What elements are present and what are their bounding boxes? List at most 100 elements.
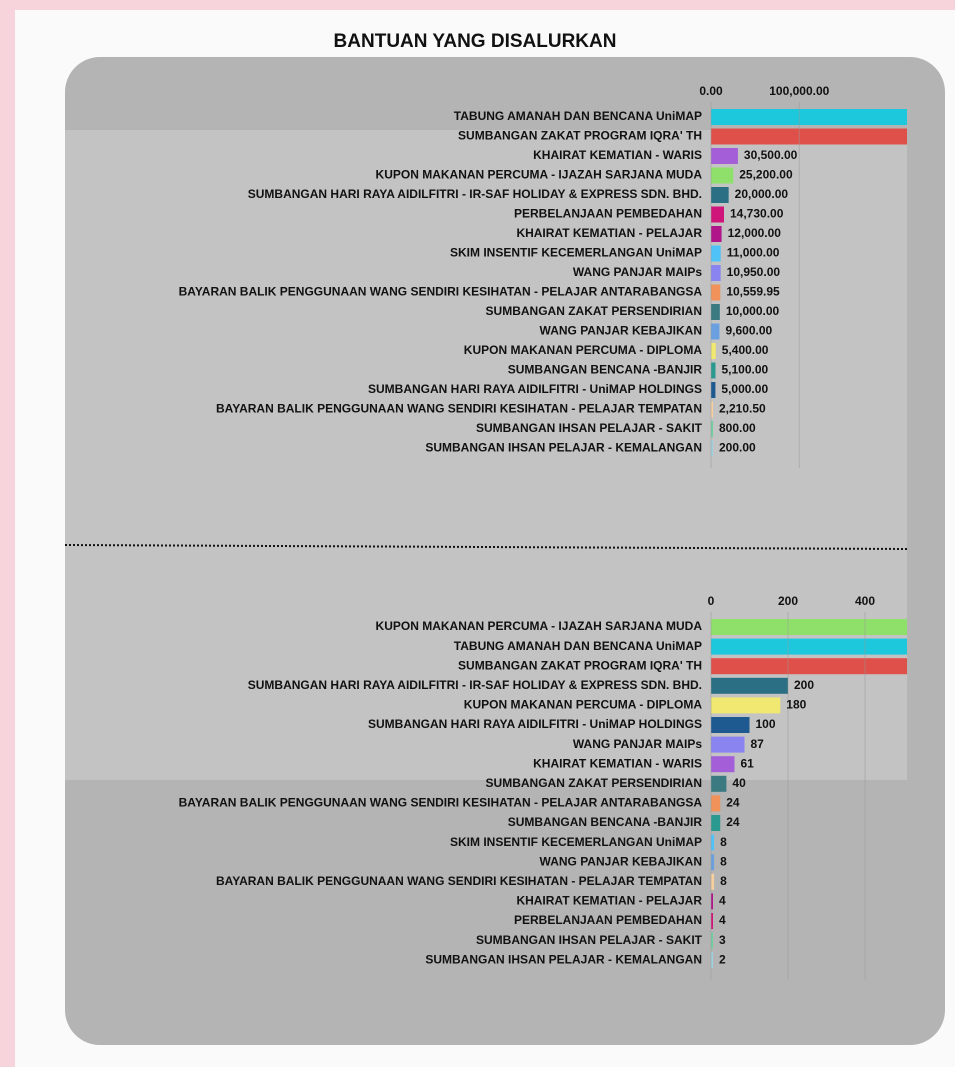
bar [711, 658, 907, 675]
x-tick-label: 0 [708, 594, 715, 608]
category-label: SUMBANGAN HARI RAYA AIDILFITRI - UniMAP … [368, 382, 702, 396]
bar [711, 893, 713, 910]
category-label: WANG PANJAR KEBAJIKAN [540, 854, 702, 868]
value-label: 61 [740, 756, 754, 770]
category-label: SKIM INSENTIF KECEMERLANGAN UniMAP [450, 246, 702, 260]
value-label: 800.00 [719, 421, 756, 435]
category-label: BAYARAN BALIK PENGGUNAAN WANG SENDIRI KE… [216, 402, 702, 416]
category-label: KHAIRAT KEMATIAN - WARIS [533, 756, 702, 770]
bar [711, 736, 745, 753]
chart-title: BANTUAN YANG DISALURKAN [334, 31, 617, 52]
value-label: 24 [726, 815, 740, 829]
category-label: SUMBANGAN BENCANA -BANJIR [508, 815, 703, 829]
bar [711, 148, 738, 164]
bar [711, 677, 789, 694]
value-label: 4 [719, 913, 726, 927]
category-label: KHAIRAT KEMATIAN - PELAJAR [516, 226, 702, 240]
category-label: BAYARAN BALIK PENGGUNAAN WANG SENDIRI KE… [179, 796, 703, 810]
category-label: SUMBANGAN ZAKAT PERSENDIRIAN [486, 304, 702, 318]
value-label: 2 [719, 952, 726, 966]
category-label: BAYARAN BALIK PENGGUNAAN WANG SENDIRI KE… [179, 285, 703, 299]
category-label: KHAIRAT KEMATIAN - WARIS [533, 148, 702, 162]
bar [711, 265, 721, 281]
bar [711, 697, 781, 714]
value-label: 30,500.00 [744, 148, 798, 162]
bar [711, 854, 715, 871]
bar [711, 284, 721, 301]
category-label: SUMBANGAN HARI RAYA AIDILFITRI - IR-SAF … [248, 187, 702, 201]
value-label: 2,210.50 [719, 402, 766, 416]
bar [711, 932, 713, 949]
value-label: 40 [732, 776, 746, 790]
category-label: SUMBANGAN IHSAN PELAJAR - SAKIT [476, 933, 703, 947]
bar [711, 952, 713, 969]
category-label: KUPON MAKANAN PERCUMA - DIPLOMA [464, 343, 703, 357]
x-tick-label: 0.00 [699, 84, 723, 98]
category-label: WANG PANJAR MAIPs [573, 265, 702, 279]
value-label: 25,200.00 [739, 168, 793, 182]
category-label: SUMBANGAN HARI RAYA AIDILFITRI - UniMAP … [368, 717, 702, 731]
bar [711, 343, 716, 359]
category-label: WANG PANJAR KEBAJIKAN [540, 324, 702, 338]
bar [711, 206, 725, 223]
value-label: 11,000.00 [727, 246, 780, 260]
category-label: KUPON MAKANAN PERCUMA - IJAZAH SARJANA M… [376, 619, 703, 633]
value-label: 9,600.00 [725, 324, 772, 338]
value-label: 10,950.00 [727, 265, 781, 279]
bar [711, 775, 727, 792]
bar [711, 834, 715, 851]
category-label: SUMBANGAN IHSAN PELAJAR - KEMALANGAN [425, 952, 702, 966]
plot-area [711, 109, 907, 457]
bar [711, 304, 720, 320]
category-label: SUMBANGAN IHSAN PELAJAR - SAKIT [476, 421, 703, 435]
value-label: 8 [720, 835, 727, 849]
bar [711, 167, 734, 184]
value-label: 100 [756, 717, 776, 731]
bar [711, 323, 720, 340]
bar [711, 913, 713, 929]
category-label: KUPON MAKANAN PERCUMA - IJAZAH SARJANA M… [376, 168, 703, 182]
value-label: 20,000.00 [735, 187, 789, 201]
value-label: 200.00 [719, 441, 756, 455]
category-label: TABUNG AMANAH DAN BENCANA UniMAP [454, 639, 702, 653]
category-label: SUMBANGAN IHSAN PELAJAR - KEMALANGAN [425, 441, 702, 455]
bar [711, 187, 729, 203]
value-label: 180 [786, 698, 806, 712]
bar [711, 619, 907, 635]
category-label: BAYARAN BALIK PENGGUNAAN WANG SENDIRI KE… [216, 874, 702, 888]
x-tick-label: 400 [855, 594, 875, 608]
category-label: SUMBANGAN BENCANA -BANJIR [508, 363, 703, 377]
category-label: SUMBANGAN ZAKAT PERSENDIRIAN [486, 776, 702, 790]
x-tick-label: 100,000.00 [769, 84, 829, 98]
divider [64, 544, 908, 550]
category-label: PERBELANJAAN PEMBEDAHAN [514, 913, 702, 927]
bar [711, 440, 713, 457]
value-label: 200 [794, 678, 814, 692]
category-label: SUMBANGAN HARI RAYA AIDILFITRI - IR-SAF … [248, 678, 702, 692]
value-label: 8 [720, 874, 727, 888]
bar [711, 815, 721, 831]
value-label: 10,000.00 [726, 304, 780, 318]
value-label: 5,000.00 [721, 382, 768, 396]
bar [711, 109, 907, 125]
bar [711, 382, 716, 398]
value-label: 5,100.00 [722, 363, 769, 377]
category-label: WANG PANJAR MAIPs [573, 737, 702, 751]
value-label: 87 [751, 737, 765, 751]
category-label: SUMBANGAN ZAKAT PROGRAM IQRA' TH [458, 658, 702, 672]
category-label: TABUNG AMANAH DAN BENCANA UniMAP [454, 109, 702, 123]
category-label: PERBELANJAAN PEMBEDAHAN [514, 207, 702, 221]
bar [711, 421, 713, 437]
category-label: SUMBANGAN ZAKAT PROGRAM IQRA' TH [458, 129, 702, 143]
category-label: SKIM INSENTIF KECEMERLANGAN UniMAP [450, 835, 702, 849]
category-label: KUPON MAKANAN PERCUMA - DIPLOMA [464, 698, 703, 712]
bar [711, 795, 721, 812]
bar [711, 717, 750, 733]
bar [711, 756, 735, 773]
bar [711, 638, 907, 655]
bar [711, 401, 713, 418]
bar [711, 128, 907, 145]
bar [711, 245, 721, 262]
value-label: 5,400.00 [722, 343, 769, 357]
